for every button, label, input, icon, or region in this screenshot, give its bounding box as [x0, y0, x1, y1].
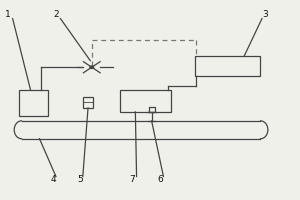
Text: 6: 6	[158, 175, 163, 184]
Bar	[19, 90, 49, 116]
Bar	[195, 56, 260, 76]
Text: 7: 7	[129, 175, 135, 184]
Circle shape	[90, 66, 94, 68]
Bar	[83, 97, 93, 108]
Bar	[120, 90, 171, 112]
Text: 4: 4	[50, 175, 56, 184]
Text: 5: 5	[77, 175, 83, 184]
Text: 1: 1	[5, 10, 11, 19]
Text: 3: 3	[262, 10, 268, 19]
Text: 2: 2	[53, 10, 59, 19]
